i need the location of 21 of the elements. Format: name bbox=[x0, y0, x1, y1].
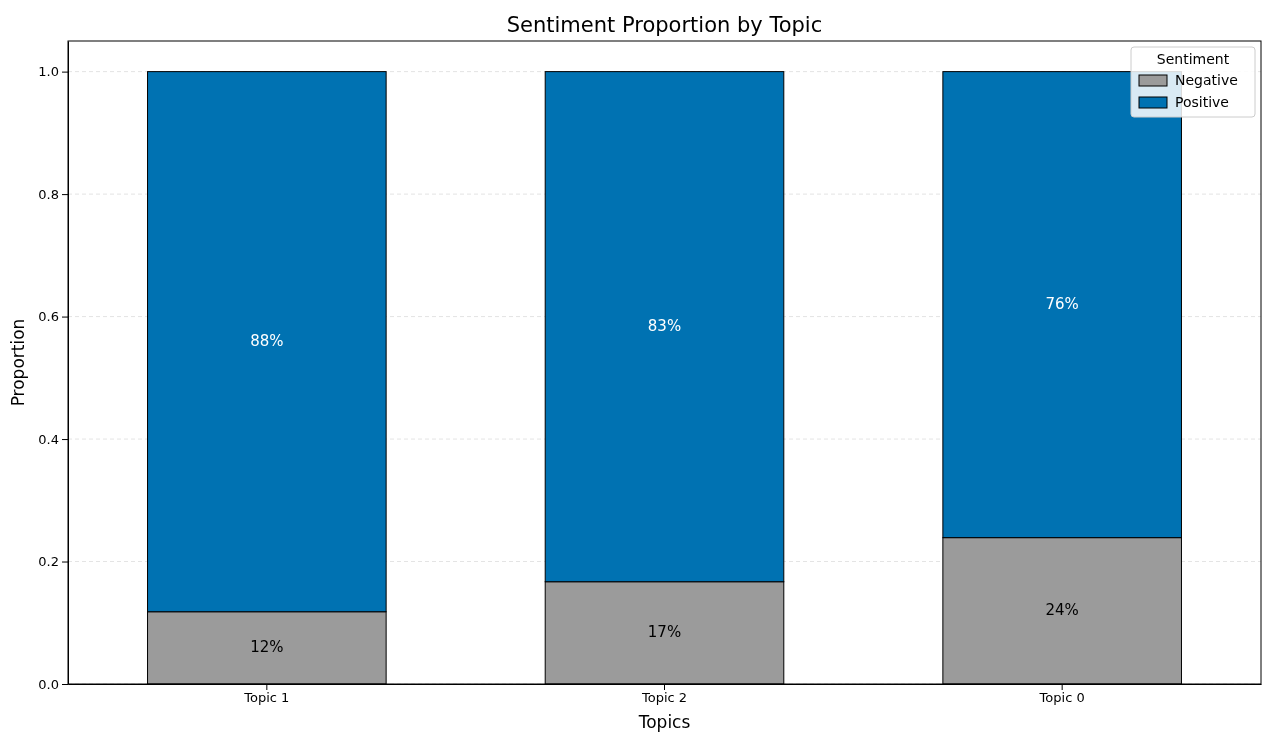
chart-title: Sentiment Proportion by Topic bbox=[506, 13, 823, 37]
y-tick-label: 0.6 bbox=[38, 309, 59, 325]
y-tick-label: 0.2 bbox=[38, 554, 59, 570]
data-label: 12% bbox=[250, 638, 284, 657]
x-tick-label: Topic 2 bbox=[640, 690, 688, 706]
data-label: 83% bbox=[647, 317, 682, 336]
y-tick-label: 0.0 bbox=[38, 676, 59, 692]
y-tick-label: 0.8 bbox=[38, 186, 59, 202]
data-label: 17% bbox=[647, 623, 682, 642]
x-axis-title: Topics bbox=[637, 712, 691, 732]
legend-label: Negative bbox=[1175, 72, 1238, 88]
data-label: 24% bbox=[1045, 601, 1079, 620]
legend-label: Positive bbox=[1175, 94, 1229, 110]
y-axis-title: Proportion bbox=[8, 318, 28, 407]
y-tick-label: 1.0 bbox=[38, 64, 59, 80]
data-label: 76% bbox=[1045, 295, 1079, 314]
y-tick-label: 0.4 bbox=[38, 431, 59, 447]
x-tick-label: Topic 1 bbox=[243, 690, 290, 706]
x-tick-label: Topic 0 bbox=[1038, 690, 1085, 706]
legend-title: Sentiment bbox=[1156, 51, 1230, 67]
data-label: 88% bbox=[250, 332, 284, 351]
